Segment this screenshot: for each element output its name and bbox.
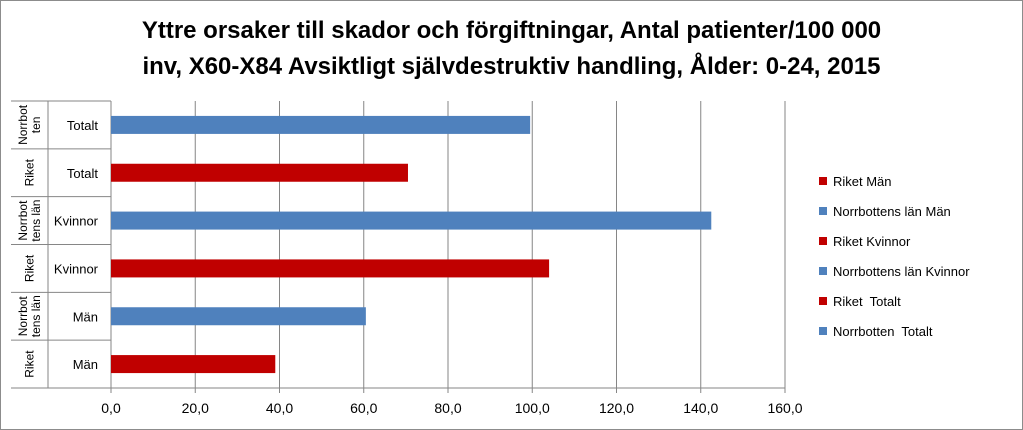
x-tick-label: 140,0 — [683, 400, 718, 416]
group-label: Norrbot tens län — [16, 295, 43, 337]
group-label: Norrbot tens län — [16, 200, 43, 242]
legend-swatch — [819, 297, 827, 305]
legend-label: Riket Män — [833, 173, 892, 189]
bar — [111, 307, 366, 326]
category-label: Kvinnor — [54, 261, 99, 276]
x-tick-label: 20,0 — [182, 400, 209, 416]
x-tick-label: 80,0 — [434, 400, 461, 416]
x-tick-label: 160,0 — [767, 400, 802, 416]
legend-label: Norrbottens län Män — [833, 203, 951, 219]
category-label: Totalt — [67, 118, 98, 133]
bar — [111, 211, 712, 230]
legend-swatch — [819, 207, 827, 215]
chart-title-line-1: Yttre orsaker till skador och förgiftnin… — [141, 17, 882, 44]
group-label-line: Norrbot — [16, 296, 30, 337]
bar — [111, 355, 276, 374]
legend-swatch — [819, 237, 827, 245]
group-label-line: Norrbot — [16, 200, 30, 241]
category-label: Män — [73, 309, 98, 324]
group-label-line: ten — [29, 117, 43, 134]
legend-item: Norrbotten Totalt — [819, 321, 1019, 341]
legend-swatch — [819, 177, 827, 185]
legend-label: Norrbottens län Kvinnor — [833, 263, 970, 279]
legend-item: Riket Totalt — [819, 291, 1019, 311]
group-label-line: tens län — [29, 295, 43, 337]
group-label-line: Riket — [23, 254, 37, 282]
legend-label: Riket Kvinnor — [833, 233, 911, 249]
group-label-line: Riket — [23, 158, 37, 186]
category-label: Män — [73, 357, 98, 372]
x-tick-label: 40,0 — [266, 400, 293, 416]
legend-swatch — [819, 267, 827, 275]
group-label: Norrbot ten — [16, 104, 43, 145]
bar — [111, 163, 408, 182]
legend-swatch — [819, 327, 827, 335]
group-label-line: tens län — [29, 200, 43, 242]
category-label: Totalt — [67, 166, 98, 181]
legend-item: Norrbottens län Kvinnor — [819, 261, 1019, 281]
legend-item: Riket Kvinnor — [819, 231, 1019, 251]
category-label: Kvinnor — [54, 214, 99, 229]
legend-item: Riket Män — [819, 171, 1019, 191]
group-label-line: Norrbot — [16, 104, 30, 145]
group-label-line: Riket — [23, 350, 37, 378]
x-tick-label: 60,0 — [350, 400, 377, 416]
x-tick-label: 0,0 — [101, 400, 121, 416]
group-label: Riket — [23, 254, 37, 282]
legend-label: Norrbotten Totalt — [833, 323, 933, 339]
bar — [111, 115, 531, 134]
group-label: Riket — [23, 350, 37, 378]
x-tick-label: 120,0 — [599, 400, 634, 416]
bar — [111, 259, 550, 278]
legend-item: Norrbottens län Män — [819, 201, 1019, 221]
chart-legend: Riket Män Norrbottens län Män Riket Kvinno… — [819, 171, 1019, 351]
x-tick-label: 100,0 — [515, 400, 550, 416]
chart-title-line-2: inv, X60-X84 Avsiktligt självdestruktiv … — [142, 53, 881, 80]
group-label: Riket — [23, 158, 37, 186]
legend-label: Riket Totalt — [833, 293, 901, 309]
